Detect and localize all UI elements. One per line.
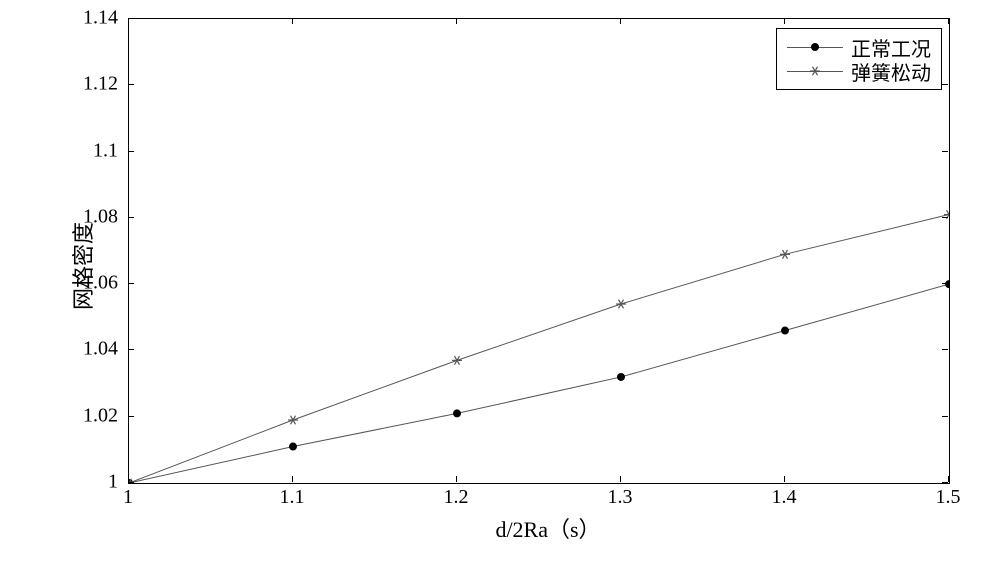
legend-item: 弹簧松动: [787, 59, 931, 83]
chart-container: 网格密度 d/2Ra（s） 11.11.21.31.41.511.021.041…: [0, 0, 1000, 564]
legend-label: 弹簧松动: [851, 57, 931, 86]
x-axis-label: d/2Ra（s）: [478, 512, 618, 544]
asterisk-icon: [807, 63, 823, 79]
x-tick-label: 1.2: [444, 486, 469, 509]
x-tick-label: 1: [123, 486, 133, 509]
x-tick-label: 1.3: [608, 486, 633, 509]
y-axis-label: 网格密度: [66, 222, 98, 310]
circle-icon: [807, 39, 823, 55]
x-tick-label: 1.5: [936, 486, 961, 509]
x-tick-label: 1.1: [280, 486, 305, 509]
legend-line: [787, 47, 843, 48]
legend-item: 正常工况: [787, 35, 931, 59]
legend: 正常工况弹簧松动: [776, 28, 942, 90]
x-tick-label: 1.4: [772, 486, 797, 509]
legend-line: [787, 71, 843, 72]
